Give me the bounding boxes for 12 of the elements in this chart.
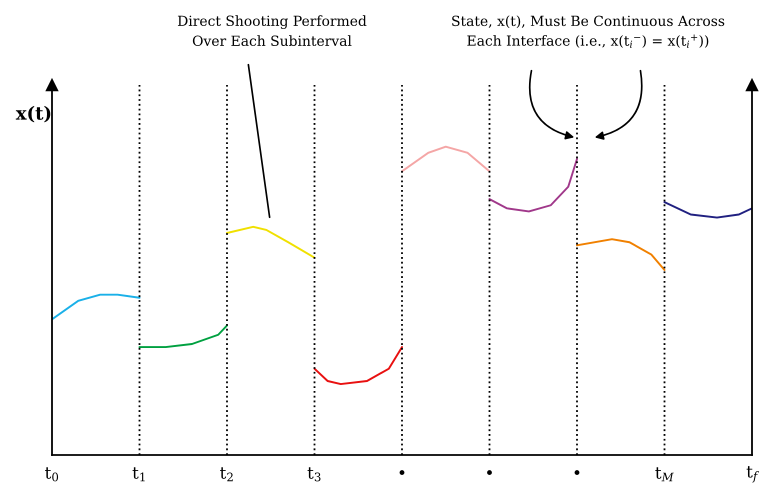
x-tick-label: • (487, 470, 492, 475)
text: Direct Shooting Performed Over Each Subinterval (178, 15, 366, 46)
x-tick-label: • (400, 470, 404, 475)
x-tick-label: t$_{M}$ (655, 467, 674, 482)
y-axis-title: x(t) (16, 106, 50, 122)
x-tick-label: t$_{0}$ (45, 467, 58, 482)
x-tick-label: t$_{2}$ (220, 467, 233, 482)
text: State, x(t), Must Be Continuous Across Each Interface (i.e., x(t$_{i}$$^{−}$) = x(t$_{i}$$^{+}$)) (452, 15, 724, 48)
x-tick-label: t$_{f}$ (746, 466, 760, 482)
x-tick-label: t$_{3}$ (308, 467, 320, 482)
x-tick-label: t$_{1}$ (132, 467, 145, 482)
x-tick-label: • (574, 470, 580, 475)
